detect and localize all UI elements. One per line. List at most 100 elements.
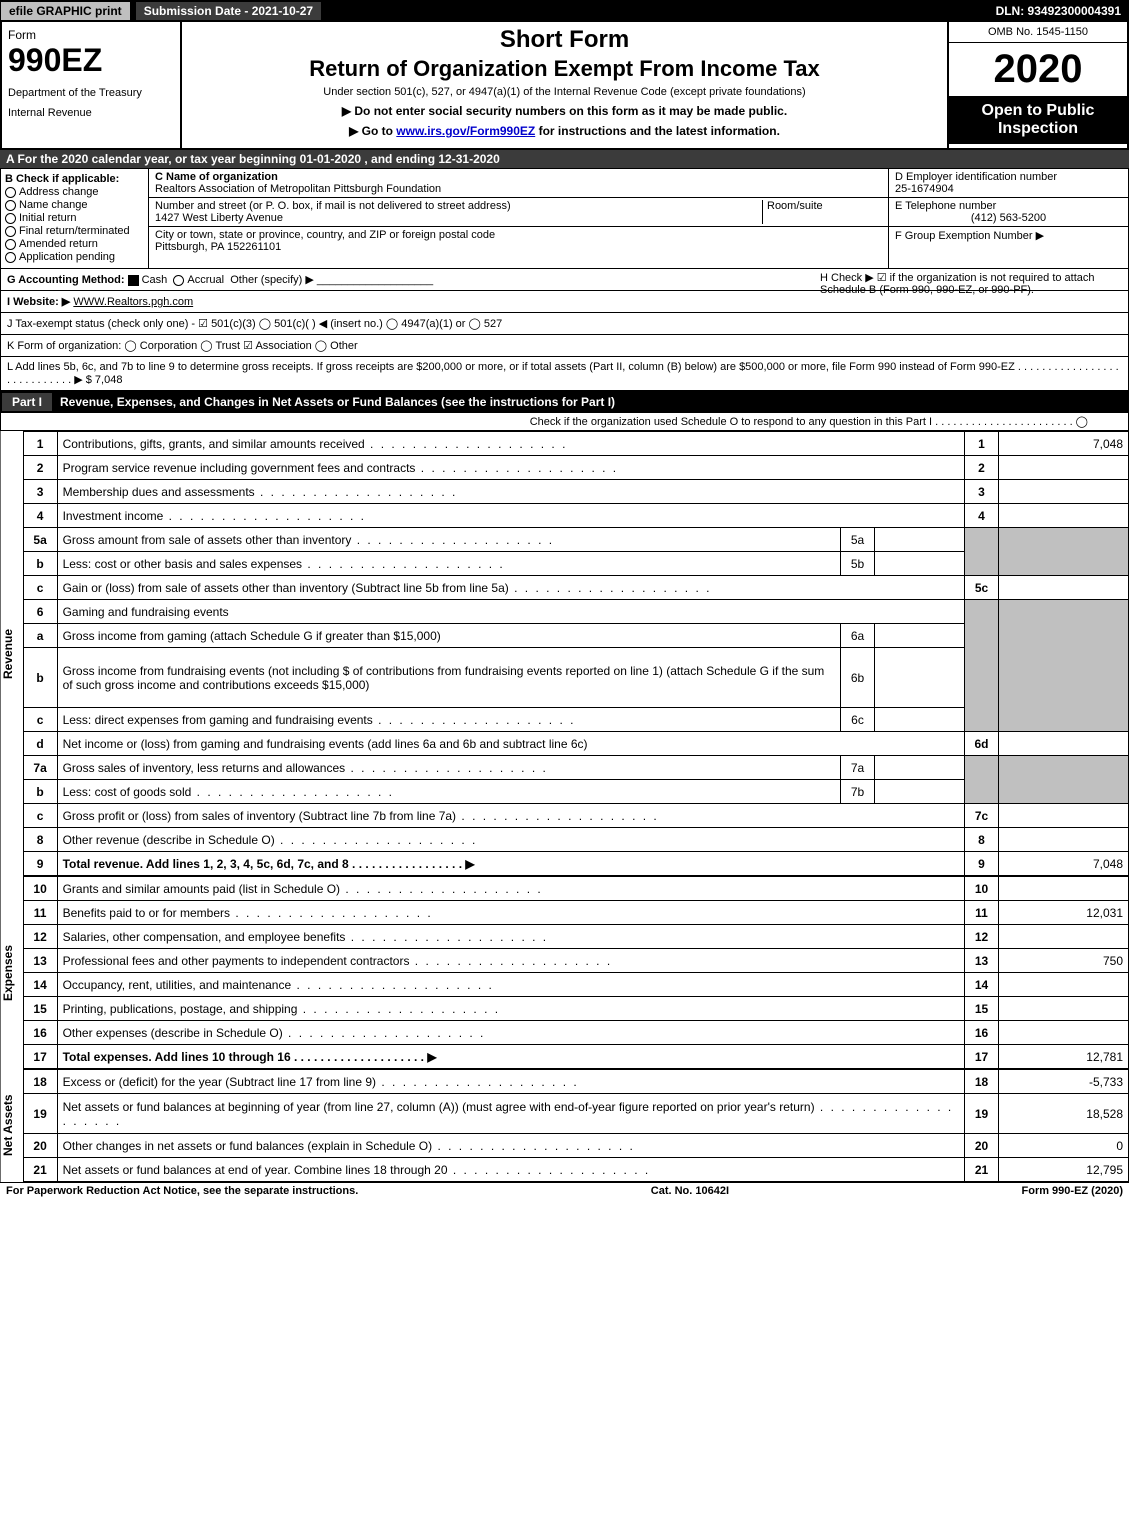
row-8: 8Other revenue (describe in Schedule O)8: [23, 828, 1128, 852]
website-value[interactable]: WWW.Realtors.pgh.com: [73, 296, 193, 308]
irs-link[interactable]: www.irs.gov/Form990EZ: [396, 124, 535, 138]
ein-value: 25-1674904: [895, 183, 1122, 195]
side-label-revenue: Revenue: [1, 431, 23, 876]
box-b: B Check if applicable: Address change Na…: [1, 169, 149, 268]
row-19: 19Net assets or fund balances at beginni…: [23, 1094, 1128, 1134]
box-b-label: B Check if applicable:: [5, 173, 144, 185]
org-name-label: C Name of organization: [155, 171, 882, 183]
side-label-netassets: Net Assets: [1, 1069, 23, 1182]
header-right: OMB No. 1545-1150 2020 Open to Public In…: [947, 22, 1127, 148]
row-17: 17Total expenses. Add lines 10 through 1…: [23, 1045, 1128, 1069]
row-6c: cLess: direct expenses from gaming and f…: [23, 708, 1128, 732]
top-bar: efile GRAPHIC print Submission Date - 20…: [0, 0, 1129, 22]
line-a-tax-year: A For the 2020 calendar year, or tax yea…: [0, 150, 1129, 168]
row-9: 9Total revenue. Add lines 1, 2, 3, 4, 5c…: [23, 852, 1128, 876]
accounting-method-label: G Accounting Method:: [7, 274, 125, 286]
header-left: Form 990EZ Department of the Treasury In…: [2, 22, 182, 148]
addr-value: 1427 West Liberty Avenue: [155, 212, 762, 224]
addr-label: Number and street (or P. O. box, if mail…: [155, 200, 762, 212]
tel-value: (412) 563-5200: [895, 212, 1122, 224]
section-bcd: B Check if applicable: Address change Na…: [0, 168, 1129, 269]
row-7a: 7aGross sales of inventory, less returns…: [23, 756, 1128, 780]
part1-check-line: Check if the organization used Schedule …: [0, 413, 1129, 431]
expenses-table: 10Grants and similar amounts paid (list …: [23, 876, 1129, 1069]
row-1: 1Contributions, gifts, grants, and simil…: [23, 432, 1128, 456]
page-footer: For Paperwork Reduction Act Notice, see …: [0, 1182, 1129, 1199]
dept-treasury: Department of the Treasury: [8, 87, 174, 99]
group-exemption-label: F Group Exemption Number ▶: [895, 229, 1122, 242]
row-21: 21Net assets or fund balances at end of …: [23, 1158, 1128, 1182]
row-4: 4Investment income4: [23, 504, 1128, 528]
room-suite-label: Room/suite: [762, 200, 882, 224]
chk-initial-return[interactable]: Initial return: [5, 212, 144, 224]
footer-mid: Cat. No. 10642I: [651, 1185, 729, 1197]
title-short-form: Short Form: [186, 26, 943, 54]
title-return: Return of Organization Exempt From Incom…: [186, 56, 943, 82]
chk-accrual[interactable]: [173, 275, 184, 286]
submission-date-button[interactable]: Submission Date - 2021-10-27: [135, 1, 322, 21]
footer-right: Form 990-EZ (2020): [1022, 1185, 1123, 1197]
row-6b: bGross income from fundraising events (n…: [23, 648, 1128, 708]
row-5a: 5aGross amount from sale of assets other…: [23, 528, 1128, 552]
instr-pre: ▶ Go to: [349, 124, 396, 138]
row-10: 10Grants and similar amounts paid (list …: [23, 877, 1128, 901]
tel-label: E Telephone number: [895, 200, 1122, 212]
netassets-table: 18Excess or (deficit) for the year (Subt…: [23, 1069, 1129, 1182]
chk-amended-return[interactable]: Amended return: [5, 238, 144, 250]
line-k: K Form of organization: ◯ Corporation ◯ …: [0, 335, 1129, 357]
part1-header: Part I Revenue, Expenses, and Changes in…: [0, 391, 1129, 413]
row-16: 16Other expenses (describe in Schedule O…: [23, 1021, 1128, 1045]
chk-cash[interactable]: [128, 275, 139, 286]
row-15: 15Printing, publications, postage, and s…: [23, 997, 1128, 1021]
omb-number: OMB No. 1545-1150: [949, 22, 1127, 43]
efile-print-button[interactable]: efile GRAPHIC print: [0, 1, 131, 21]
org-name-value: Realtors Association of Metropolitan Pit…: [155, 183, 882, 195]
row-3: 3Membership dues and assessments3: [23, 480, 1128, 504]
chk-name-change[interactable]: Name change: [5, 199, 144, 211]
header-mid: Short Form Return of Organization Exempt…: [182, 22, 947, 148]
line-i: I Website: ▶ WWW.Realtors.pgh.com: [0, 291, 1129, 313]
box-def: D Employer identification number 25-1674…: [888, 169, 1128, 268]
row-11: 11Benefits paid to or for members1112,03…: [23, 901, 1128, 925]
box-c: C Name of organization Realtors Associat…: [149, 169, 888, 268]
ein-label: D Employer identification number: [895, 171, 1122, 183]
dln-label: DLN: 93492300004391: [996, 4, 1129, 18]
row-20: 20Other changes in net assets or fund ba…: [23, 1134, 1128, 1158]
row-13: 13Professional fees and other payments t…: [23, 949, 1128, 973]
row-14: 14Occupancy, rent, utilities, and mainte…: [23, 973, 1128, 997]
instr-post: for instructions and the latest informat…: [535, 124, 780, 138]
revenue-table: 1Contributions, gifts, grants, and simil…: [23, 431, 1129, 876]
instr-ssn: ▶ Do not enter social security numbers o…: [186, 104, 943, 118]
instr-link: ▶ Go to www.irs.gov/Form990EZ for instru…: [186, 124, 943, 138]
row-12: 12Salaries, other compensation, and empl…: [23, 925, 1128, 949]
row-6d: dNet income or (loss) from gaming and fu…: [23, 732, 1128, 756]
row-7b: bLess: cost of goods sold7b: [23, 780, 1128, 804]
city-value: Pittsburgh, PA 152261101: [155, 241, 495, 253]
expenses-section: Expenses 10Grants and similar amounts pa…: [0, 876, 1129, 1069]
chk-application-pending[interactable]: Application pending: [5, 251, 144, 263]
line-l: L Add lines 5b, 6c, and 7b to line 9 to …: [0, 357, 1129, 391]
row-5b: bLess: cost or other basis and sales exp…: [23, 552, 1128, 576]
row-6a: aGross income from gaming (attach Schedu…: [23, 624, 1128, 648]
part1-title: Revenue, Expenses, and Changes in Net As…: [60, 395, 615, 409]
line-g: G Accounting Method: Cash Accrual Other …: [0, 269, 1129, 291]
row-18: 18Excess or (deficit) for the year (Subt…: [23, 1070, 1128, 1094]
footer-left: For Paperwork Reduction Act Notice, see …: [6, 1185, 358, 1197]
open-to-public: Open to Public Inspection: [949, 96, 1127, 144]
row-5c: cGain or (loss) from sale of assets othe…: [23, 576, 1128, 600]
row-6: 6Gaming and fundraising events: [23, 600, 1128, 624]
part1-tag: Part I: [2, 393, 52, 411]
form-number: 990EZ: [8, 42, 174, 79]
chk-address-change[interactable]: Address change: [5, 186, 144, 198]
form-word: Form: [8, 28, 174, 42]
row-7c: cGross profit or (loss) from sales of in…: [23, 804, 1128, 828]
city-label: City or town, state or province, country…: [155, 229, 495, 241]
form-header: Form 990EZ Department of the Treasury In…: [0, 22, 1129, 150]
website-label: I Website: ▶: [7, 296, 70, 308]
netassets-section: Net Assets 18Excess or (deficit) for the…: [0, 1069, 1129, 1182]
row-2: 2Program service revenue including gover…: [23, 456, 1128, 480]
chk-final-return[interactable]: Final return/terminated: [5, 225, 144, 237]
tax-year: 2020: [949, 43, 1127, 96]
revenue-section: Revenue 1Contributions, gifts, grants, a…: [0, 431, 1129, 876]
dept-irs: Internal Revenue: [8, 107, 174, 119]
